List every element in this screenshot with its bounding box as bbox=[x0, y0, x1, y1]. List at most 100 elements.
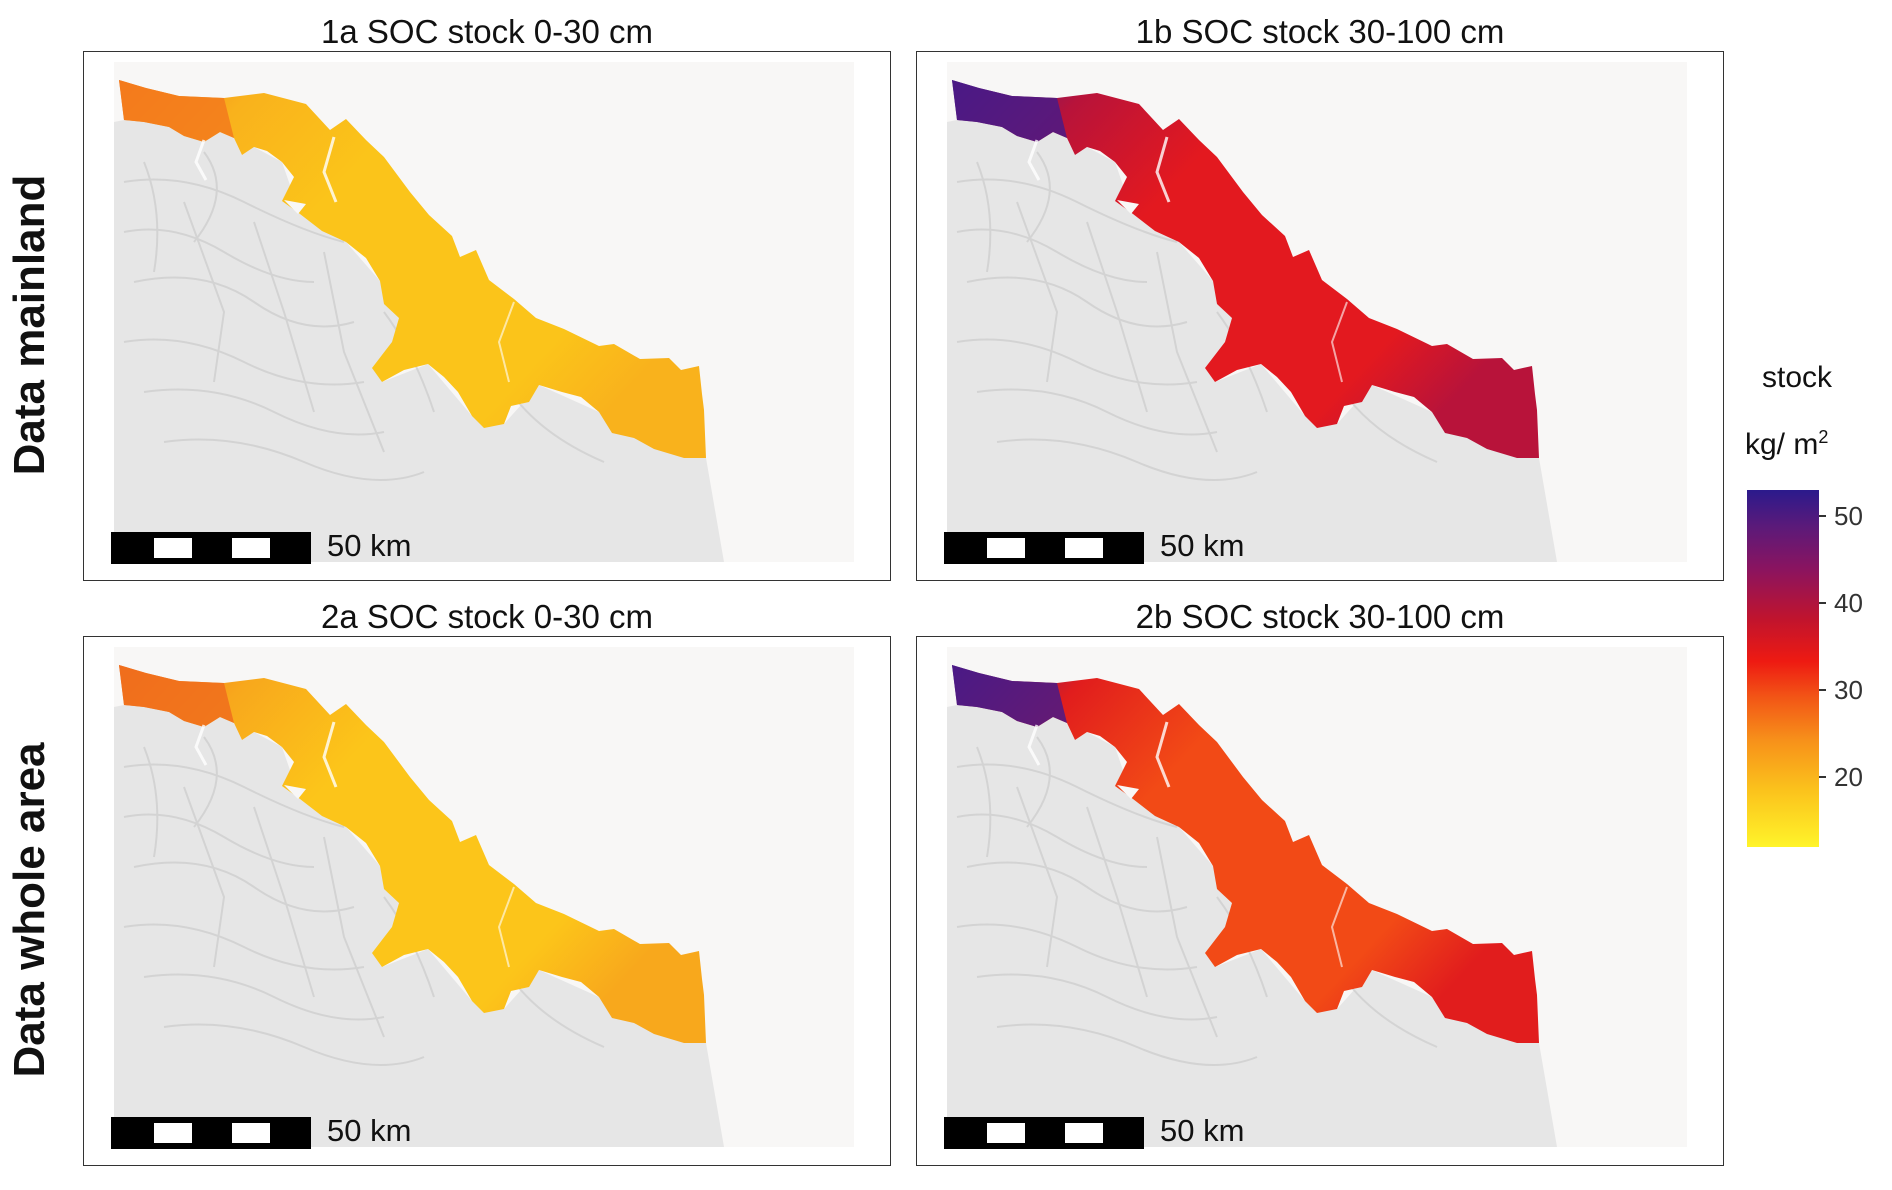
legend-tick bbox=[1819, 776, 1826, 779]
terrain-ridge bbox=[163, 438, 425, 481]
terrain-ridge bbox=[193, 151, 218, 243]
soc-raster-region bbox=[119, 80, 706, 458]
river bbox=[1027, 139, 1041, 181]
soc-raster-region bbox=[952, 80, 1539, 458]
scale-bar-graphic bbox=[944, 1117, 1144, 1149]
terrain-ridge bbox=[976, 746, 992, 858]
panel-title-2a: 2a SOC stock 0-30 cm bbox=[321, 598, 653, 635]
terrain-ridge bbox=[253, 806, 315, 998]
terrain-ridge bbox=[253, 221, 315, 413]
legend-tick-label: 30 bbox=[1834, 675, 1863, 706]
river bbox=[1155, 721, 1171, 788]
legend-tick bbox=[1819, 515, 1826, 518]
row-label-whole-area: Data whole area bbox=[5, 742, 54, 1078]
soc-raster-region bbox=[119, 665, 706, 1043]
terrain-ridge bbox=[123, 813, 315, 868]
map-panel-2a: 50 km bbox=[83, 636, 891, 1166]
terrain-ridge bbox=[956, 338, 1198, 386]
soc-raster-region bbox=[952, 665, 1539, 1043]
high-stock-zone bbox=[119, 80, 234, 142]
scale-bar-label: 50 km bbox=[1160, 1113, 1245, 1148]
terrain-ridge bbox=[966, 861, 1188, 913]
row-label-mainland: Data mainland bbox=[5, 174, 54, 476]
panel-title-1a: 1a SOC stock 0-30 cm bbox=[321, 13, 653, 50]
river bbox=[322, 136, 338, 203]
terrain-ridge bbox=[976, 161, 992, 273]
panel-title-1b: 1b SOC stock 30-100 cm bbox=[1135, 13, 1505, 50]
legend-tick bbox=[1819, 602, 1826, 605]
high-stock-zone bbox=[952, 80, 1067, 142]
terrain-ridge bbox=[966, 276, 1188, 328]
river bbox=[322, 721, 338, 788]
soc-map-1a bbox=[114, 62, 854, 562]
river bbox=[1330, 301, 1348, 383]
scale-bar-segment bbox=[987, 1123, 1025, 1143]
terrain-ridge bbox=[143, 161, 159, 273]
terrain-ridge bbox=[956, 228, 1148, 283]
river bbox=[194, 139, 208, 181]
terrain-ridge bbox=[996, 1023, 1258, 1066]
terrain-ridges bbox=[956, 736, 1438, 1066]
terrain-ridge bbox=[323, 251, 385, 453]
legend-tick-label: 20 bbox=[1834, 762, 1863, 793]
river bbox=[1027, 724, 1041, 766]
scale-bar-segment bbox=[987, 538, 1025, 558]
scale-bar-segment bbox=[154, 538, 192, 558]
legend-title: stock bbox=[1762, 361, 1833, 394]
scale-bar-segment bbox=[154, 1123, 192, 1143]
legend-unit: kg/ m2 bbox=[1745, 427, 1828, 462]
legend-unit-exponent: 2 bbox=[1818, 427, 1829, 447]
hillshade-terrain bbox=[114, 705, 724, 1147]
terrain-ridge bbox=[996, 438, 1258, 481]
hillshade-terrain bbox=[114, 120, 724, 562]
scale-bar-graphic bbox=[944, 532, 1144, 564]
river bbox=[194, 724, 208, 766]
terrain-ridge bbox=[956, 178, 1178, 243]
legend-tick-label: 40 bbox=[1834, 588, 1863, 619]
water-inlet bbox=[284, 200, 306, 214]
terrain-ridge bbox=[976, 388, 1218, 436]
hillshade-terrain bbox=[947, 120, 1557, 562]
map-panel-1a: 50 km bbox=[83, 51, 891, 581]
terrain-ridge bbox=[123, 338, 365, 386]
terrain-ridge bbox=[123, 178, 345, 243]
scale-bar-graphic bbox=[111, 1117, 311, 1149]
legend-tick bbox=[1819, 689, 1826, 692]
scale-bar-segment bbox=[1065, 538, 1103, 558]
hillshade-terrain bbox=[947, 705, 1557, 1147]
scale-bar-label: 50 km bbox=[327, 1113, 412, 1148]
water-inlet bbox=[1117, 200, 1139, 214]
terrain-ridge bbox=[133, 276, 355, 328]
scale-bar-segment bbox=[1065, 1123, 1103, 1143]
river bbox=[497, 886, 515, 968]
water-inlet bbox=[284, 785, 306, 799]
panel-title-2b: 2b SOC stock 30-100 cm bbox=[1135, 598, 1505, 635]
terrain-ridge bbox=[123, 228, 315, 283]
terrain-ridge bbox=[133, 861, 355, 913]
terrain-ridge bbox=[143, 388, 385, 436]
terrain-ridge bbox=[956, 923, 1198, 971]
terrain-ridge bbox=[1026, 151, 1051, 243]
terrain-ridge bbox=[1086, 221, 1148, 413]
legend-tick-label: 50 bbox=[1834, 501, 1863, 532]
map-panel-1b: 50 km bbox=[916, 51, 1724, 581]
legend-colorbar bbox=[1747, 490, 1819, 847]
water-inlet bbox=[1117, 785, 1139, 799]
soc-map-2b bbox=[947, 647, 1687, 1147]
scale-bar-label: 50 km bbox=[327, 528, 412, 563]
scale-bar-segment bbox=[232, 538, 270, 558]
legend-unit-base: kg/ m bbox=[1745, 428, 1819, 461]
high-stock-zone bbox=[952, 665, 1067, 727]
river bbox=[1155, 136, 1171, 203]
scale-bar-label: 50 km bbox=[1160, 528, 1245, 563]
terrain-ridge bbox=[1086, 806, 1148, 998]
terrain-ridge bbox=[193, 736, 218, 828]
soc-map-2a bbox=[114, 647, 854, 1147]
terrain-ridge bbox=[1156, 836, 1218, 1038]
terrain-ridge bbox=[976, 973, 1218, 1021]
terrain-ridge bbox=[123, 763, 345, 828]
terrain-ridge bbox=[163, 1023, 425, 1066]
terrain-ridge bbox=[956, 813, 1148, 868]
terrain-ridge bbox=[123, 923, 365, 971]
river bbox=[497, 301, 515, 383]
